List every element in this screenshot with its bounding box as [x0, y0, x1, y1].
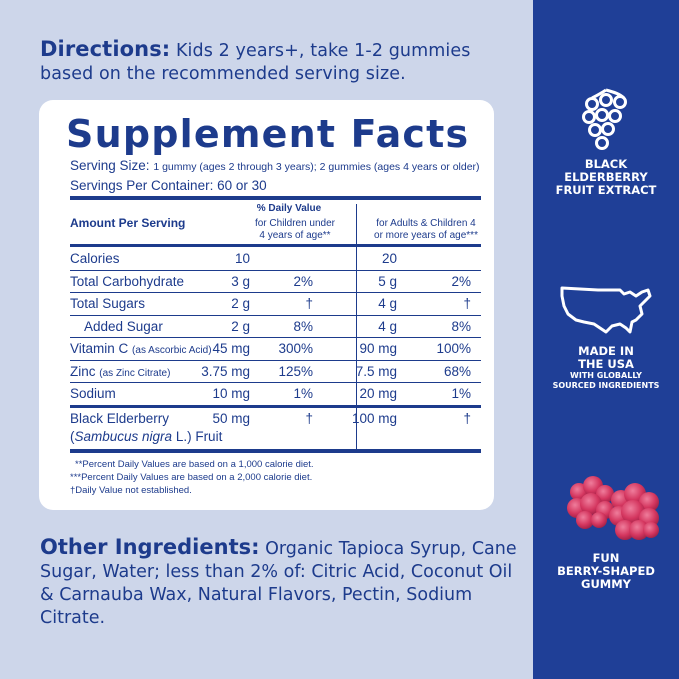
child-amount: 10: [234, 251, 250, 266]
elderberry-paren: (: [70, 429, 75, 444]
adult-amount: 100 mg: [351, 411, 397, 426]
directions-heading: Directions:: [40, 37, 171, 61]
child-amount: 2 g: [231, 296, 250, 311]
badge-small-line: WITH GLOBALLY: [570, 371, 642, 380]
child-dv: †: [305, 411, 313, 426]
child-amount: 45 mg: [212, 341, 250, 356]
adult-amount: 20 mg: [359, 386, 397, 401]
adult-dv: †: [463, 296, 471, 311]
serving-size-value: 1 gummy (ages 2 through 3 years); 2 gumm…: [153, 161, 480, 173]
other-ingredients: Other Ingredients: Organic Tapioca Syrup…: [40, 536, 520, 630]
child-amount: 50 mg: [212, 411, 250, 426]
nutrient-row-zinc: Zinc (as Zinc Citrate) 3.75 mg 125% 7.5 …: [70, 361, 481, 383]
child-dv: 8%: [293, 318, 313, 334]
nutrient-row-added-sugar: Added Sugar 2 g 8% 4 g 8%: [70, 316, 481, 338]
nutrient-name: Added Sugar: [84, 318, 163, 334]
nutrient-name: Calories: [70, 251, 120, 266]
nutrient-row-vitamin-c: Vitamin C (as Ascorbic Acid) 45 mg 300% …: [70, 338, 481, 361]
badge-line: THE USA: [578, 357, 634, 371]
directions-body: Kids 2 years+, take 1-2 gummies based on…: [40, 41, 471, 84]
nutrient-row-total-sugars: Total Sugars 2 g † 4 g †: [70, 293, 481, 316]
nutrient-name: Total Sugars: [70, 296, 146, 311]
serving-size: Serving Size: 1 gummy (ages 2 through 3 …: [70, 158, 480, 173]
badge-line: ELDERBERRY: [564, 170, 648, 184]
child-amount: 3 g: [231, 273, 250, 289]
children-heading-line2: 4 years of age**: [259, 230, 331, 241]
child-amount: 10 mg: [212, 386, 250, 401]
footnote-1000: **Percent Daily Values are based on a 1,…: [75, 459, 314, 470]
child-dv: 125%: [278, 363, 313, 379]
adult-dv: 8%: [451, 318, 471, 334]
children-heading-line1: for Children under: [254, 218, 336, 229]
other-ingredients-heading: Other Ingredients:: [40, 535, 260, 559]
other-ingredients-body: Organic Tapioca Syrup, Cane Sugar, Water…: [40, 539, 517, 628]
child-dv: 300%: [278, 341, 313, 356]
amount-per-serving-label: Amount Per Serving: [70, 216, 186, 230]
adult-amount: 20: [381, 251, 397, 266]
supplement-facts-title: Supplement Facts: [66, 112, 470, 156]
berry-gummy-icon: [567, 476, 659, 540]
badge-line: BERRY-SHAPED: [557, 564, 655, 578]
nutrient-name: Vitamin C: [70, 341, 129, 356]
nutrient-source: (as Zinc Citrate): [99, 367, 171, 379]
badge-line: MADE IN: [578, 344, 634, 358]
adult-amount: 4 g: [378, 296, 397, 311]
nutrient-name: Zinc: [70, 363, 96, 379]
column-divider: [356, 204, 357, 453]
adult-amount: 7.5 mg: [355, 363, 397, 379]
badge-line: FUN: [592, 551, 620, 565]
adult-dv: 1%: [451, 386, 471, 401]
adult-dv: 100%: [436, 341, 471, 356]
nutrient-row-carbohydrate: Total Carbohydrate 3 g 2% 5 g 2%: [70, 271, 481, 293]
child-dv: †: [305, 296, 313, 311]
badge-line: GUMMY: [581, 577, 631, 591]
usa-map-icon: [560, 286, 652, 334]
child-amount: 2 g: [231, 318, 250, 334]
elderberry-name-line1: Black Elderberry: [70, 411, 170, 426]
adults-heading-line1: for Adults & Children 4: [376, 218, 476, 229]
nutrient-name: Total Carbohydrate: [70, 273, 185, 289]
nutrient-source: (as Ascorbic Acid): [132, 345, 212, 356]
adult-dv: 68%: [443, 363, 471, 379]
footnote-2000: ***Percent Daily Values are based on a 2…: [70, 472, 313, 483]
badge-gummy-text: FUN BERRY-SHAPED GUMMY: [533, 552, 679, 591]
elderberry-name-rest: L.) Fruit: [172, 429, 223, 444]
badge-line: BLACK: [584, 157, 628, 171]
nutrient-name-with-source: Vitamin C (as Ascorbic Acid): [70, 341, 212, 356]
badge-small-line: SOURCED INGREDIENTS: [552, 381, 660, 390]
nutrient-row-calories: Calories 10 20: [70, 248, 481, 271]
adult-amount: 4 g: [378, 318, 397, 334]
adult-dv: 2%: [451, 273, 471, 289]
child-dv: 2%: [293, 273, 313, 289]
elderberry-icon: [582, 88, 627, 150]
nutrient-name: Sodium: [70, 386, 116, 401]
badge-usa-text: MADE IN THE USA WITH GLOBALLY SOURCED IN…: [533, 345, 679, 391]
nutrient-name-with-source: Zinc (as Zinc Citrate): [70, 364, 170, 379]
daily-value-heading: % Daily Value: [256, 203, 322, 214]
nutrient-row-sodium: Sodium 10 mg 1% 20 mg 1%: [70, 383, 481, 408]
footnote-dagger: †Daily Value not established.: [70, 485, 192, 496]
servings-per-container: Servings Per Container: 60 or 30: [70, 178, 267, 193]
elderberry-latin-name: Sambucus nigra: [74, 429, 173, 444]
adult-dv: †: [463, 411, 471, 426]
child-amount: 3.75 mg: [201, 363, 250, 379]
thick-rule: [70, 196, 481, 200]
children-heading: for Children under 4 years of age**: [235, 218, 355, 242]
header-rule: [70, 244, 481, 247]
elderberry-name-line2: (Sambucus nigra L.) Fruit: [70, 429, 222, 444]
directions-text: Directions: Kids 2 years+, take 1-2 gumm…: [40, 38, 510, 86]
nutrient-row-elderberry: Black Elderberry (Sambucus nigra L.) Fru…: [70, 408, 481, 453]
adults-heading: for Adults & Children 4 or more years of…: [361, 218, 491, 242]
badge-elderberry-text: BLACK ELDERBERRY FRUIT EXTRACT: [533, 158, 679, 197]
serving-size-label: Serving Size:: [70, 158, 150, 173]
adult-amount: 5 g: [378, 273, 397, 289]
badge-line: FRUIT EXTRACT: [555, 183, 657, 197]
supplement-facts-panel: Supplement Facts Serving Size: 1 gummy (…: [39, 100, 494, 510]
adult-amount: 90 mg: [359, 341, 397, 356]
child-dv: 1%: [293, 386, 313, 401]
adults-heading-line2: or more years of age***: [374, 230, 478, 241]
